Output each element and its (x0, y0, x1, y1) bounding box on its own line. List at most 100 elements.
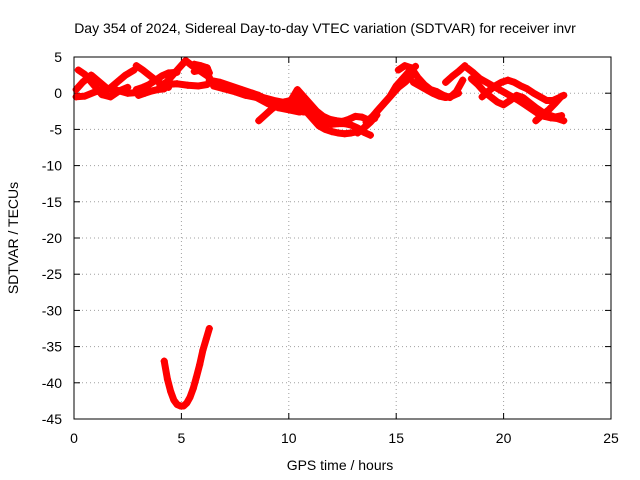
data-point-marker (190, 67, 198, 75)
data-point-marker (422, 86, 430, 94)
y-tick-label: 5 (54, 49, 62, 65)
data-point-marker (81, 92, 89, 100)
data-point-marker (497, 78, 505, 86)
data-point-marker (448, 92, 456, 100)
data-point-marker (360, 124, 368, 132)
data-point-marker (523, 85, 531, 93)
data-point-marker (302, 104, 310, 112)
data-point-marker (203, 64, 211, 72)
y-axis-label: SDTVAR / TECUs (5, 182, 21, 294)
data-point-marker (334, 129, 342, 137)
data-point-marker (113, 86, 121, 94)
y-tick-label: -25 (42, 266, 62, 282)
data-point-marker (416, 82, 424, 90)
data-point-marker (124, 89, 132, 97)
data-point-marker (163, 375, 171, 383)
data-point-marker (134, 91, 142, 99)
data-point-marker (474, 81, 482, 89)
data-point-marker (478, 93, 486, 101)
data-point-marker (175, 64, 183, 72)
data-point-marker (242, 91, 250, 99)
data-point-marker (145, 81, 153, 89)
data-point-marker (197, 66, 205, 74)
data-point-marker (366, 131, 374, 139)
data-point-marker (536, 93, 544, 101)
y-tick-label: -35 (42, 339, 62, 355)
data-point-marker (347, 129, 355, 137)
data-point-marker (351, 112, 359, 120)
data-point-marker (141, 89, 149, 97)
data-point-marker (255, 91, 263, 99)
data-point-marker (362, 118, 370, 126)
data-point-marker (381, 98, 389, 106)
data-point-marker (414, 73, 422, 81)
data-point-marker (328, 128, 336, 136)
x-tick-labels: 0 5 10 15 20 25 (70, 430, 619, 446)
data-point-marker (113, 78, 121, 86)
data-point-marker (493, 98, 501, 106)
data-point-marker (504, 76, 512, 84)
data-point-marker (558, 112, 566, 120)
data-point-marker (375, 105, 383, 113)
x-tick-label: 20 (496, 430, 512, 446)
x-tick-label: 15 (388, 430, 404, 446)
data-point-marker (189, 385, 197, 393)
data-point-marker (145, 71, 153, 79)
data-point-marker (532, 104, 540, 112)
data-point-marker (401, 62, 409, 70)
data-point-marker (182, 57, 190, 65)
data-point-marker (543, 96, 551, 104)
data-point-marker (170, 396, 178, 404)
data-point-marker (147, 87, 155, 95)
x-tick-label: 25 (603, 430, 619, 446)
data-point-marker (306, 100, 314, 108)
data-point-marker (167, 387, 175, 395)
data-point-marker (102, 85, 110, 93)
data-point-marker (293, 107, 301, 115)
data-point-marker (186, 393, 194, 401)
data-point-marker (476, 75, 484, 83)
data-point-marker (139, 66, 147, 74)
data-point-marker (202, 335, 210, 343)
grid-lines (74, 57, 611, 419)
y-tick-label: -5 (50, 121, 63, 137)
data-point-marker (261, 111, 269, 119)
data-point-marker (448, 73, 456, 81)
data-point-marker (530, 89, 538, 97)
data-point-marker (173, 401, 181, 409)
y-tick-label: -20 (42, 230, 62, 246)
plot-frame (73, 56, 612, 420)
data-point-marker (334, 120, 342, 128)
data-point-marker (205, 76, 213, 84)
data-point-marker (107, 93, 115, 101)
data-point-marker (459, 76, 467, 84)
y-tick-label: -40 (42, 375, 62, 391)
data-point-marker (169, 71, 177, 79)
data-point-marker (132, 62, 140, 70)
data-point-marker (409, 78, 417, 86)
data-point-marker (160, 357, 168, 365)
data-point-marker (261, 95, 269, 103)
data-point-marker (321, 125, 329, 133)
y-tick-label: -15 (42, 194, 62, 210)
data-point-marker (158, 72, 166, 80)
data-point-marker (287, 104, 295, 112)
x-axis-label: GPS time / hours (287, 457, 394, 473)
data-point-marker (132, 86, 140, 94)
data-point-marker (369, 112, 377, 120)
data-point-marker (205, 325, 213, 332)
data-point-marker (268, 98, 276, 106)
data-point-marker (183, 399, 191, 407)
y-tick-label: -30 (42, 302, 62, 318)
data-point-marker (91, 88, 99, 96)
data-point-marker (358, 113, 366, 121)
data-point-marker (442, 78, 450, 86)
data-point-marker (442, 94, 450, 102)
data-point-marker (510, 78, 518, 86)
data-point-marker (435, 92, 443, 100)
data-point-marker (122, 71, 130, 79)
data-point-marker (281, 104, 289, 112)
data-point-marker (354, 129, 362, 137)
x-tick-label: 10 (281, 430, 297, 446)
